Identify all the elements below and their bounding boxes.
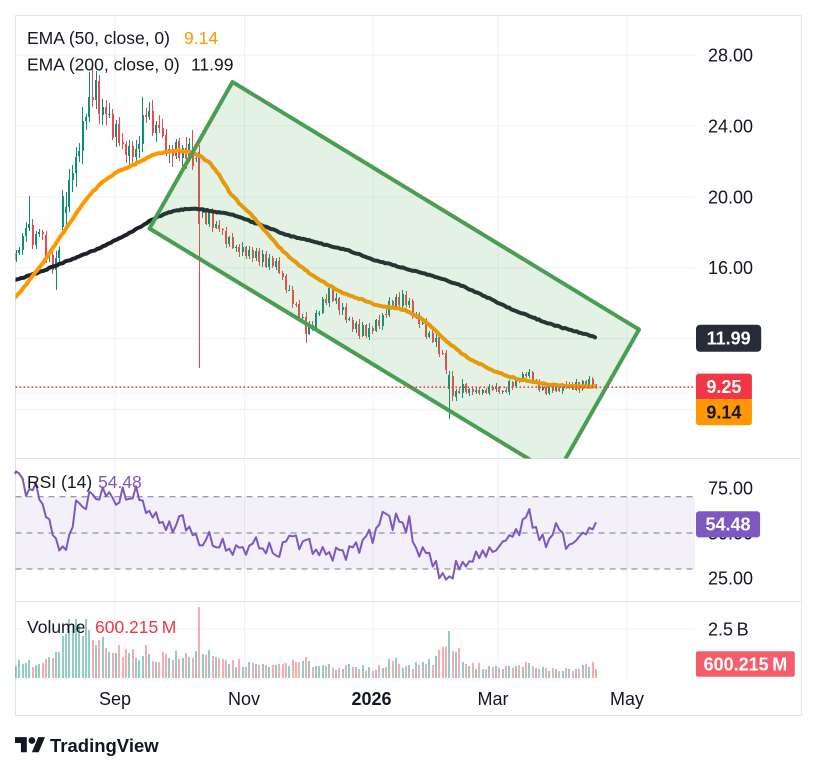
- svg-text:54.48: 54.48: [705, 515, 750, 535]
- svg-text:11.99: 11.99: [707, 329, 751, 349]
- svg-text:9.25: 9.25: [706, 377, 741, 397]
- svg-text:2026: 2026: [351, 689, 391, 709]
- svg-text:EMA (200, close, 0) 11.99: EMA (200, close, 0) 11.99: [27, 55, 234, 75]
- svg-text:Sep: Sep: [99, 689, 131, 709]
- svg-text:2.5 B: 2.5 B: [708, 619, 749, 639]
- svg-text:Mar: Mar: [478, 689, 509, 709]
- svg-text:75.00: 75.00: [708, 478, 753, 498]
- svg-text:28.00: 28.00: [708, 45, 753, 65]
- svg-text:TradingView: TradingView: [50, 735, 159, 756]
- svg-text:EMA (50, close, 0) 9.14: EMA (50, close, 0) 9.14: [27, 28, 218, 48]
- svg-text:May: May: [610, 689, 644, 709]
- svg-text:Volume 600.215 M: Volume 600.215 M: [27, 617, 176, 637]
- svg-text:9.14: 9.14: [706, 403, 741, 423]
- svg-text:20.00: 20.00: [708, 187, 753, 207]
- svg-text:600.215 M: 600.215 M: [704, 654, 788, 674]
- svg-text:16.00: 16.00: [708, 258, 753, 278]
- svg-text:Nov: Nov: [228, 689, 260, 709]
- svg-text:25.00: 25.00: [708, 568, 753, 588]
- svg-text:24.00: 24.00: [708, 116, 753, 136]
- svg-text:RSI (14) 54.48: RSI (14) 54.48: [27, 472, 142, 492]
